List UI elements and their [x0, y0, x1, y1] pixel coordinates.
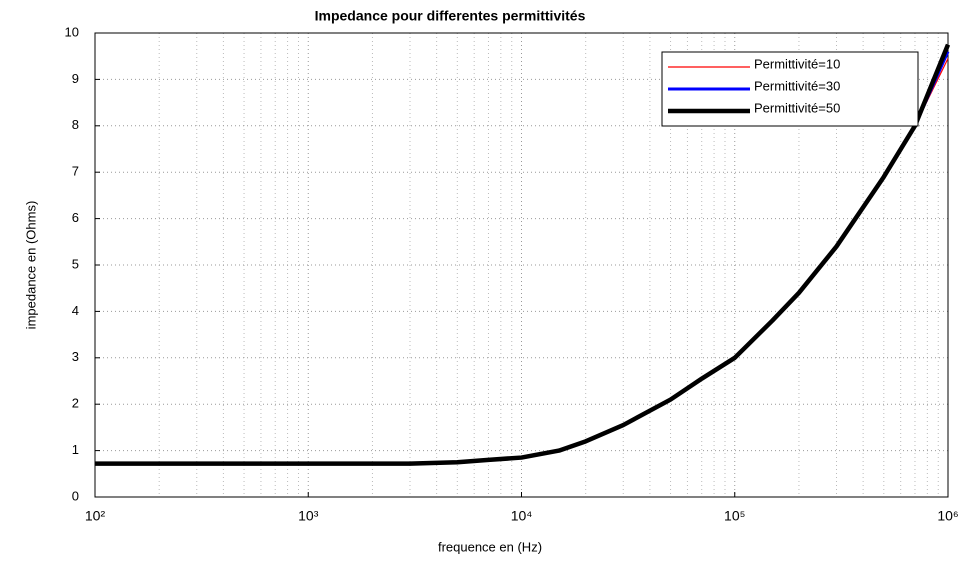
- y-tick-label: 6: [72, 210, 79, 225]
- legend-label: Permittivité=30: [754, 78, 840, 93]
- y-tick-label: 9: [72, 71, 79, 86]
- plot-frame: [94, 32, 949, 498]
- y-tick-label: 3: [72, 349, 79, 364]
- y-tick-label: 4: [72, 303, 79, 318]
- legend: Permittivité=10 Permittivité=30 Permittivi…: [661, 51, 919, 127]
- y-tick-label: 10: [65, 24, 79, 39]
- x-axis-label: frequence en (Hz): [438, 539, 542, 554]
- y-tick-label: 5: [72, 256, 79, 271]
- y-tick-label: 8: [72, 117, 79, 132]
- x-tick-label: 10⁵: [724, 508, 745, 524]
- y-tick-label: 0: [72, 488, 79, 503]
- y-tick-label: 1: [72, 442, 79, 457]
- x-tick-label: 10²: [85, 508, 106, 524]
- legend-label: Permittivité=10: [754, 56, 840, 71]
- line-series: [95, 43, 951, 466]
- legend-label: Permittivité=50: [754, 100, 840, 115]
- x-tick-label: 10⁶: [937, 508, 958, 524]
- chart-title: Impedance pour differentes permittivités: [315, 8, 586, 24]
- x-tick-label: 10³: [298, 508, 319, 524]
- y-tick-label: 7: [72, 164, 79, 179]
- y-axis-label: impedance en (Ohms): [23, 201, 38, 330]
- x-tick-label: 10⁴: [511, 508, 533, 524]
- y-tick-label: 2: [72, 396, 79, 411]
